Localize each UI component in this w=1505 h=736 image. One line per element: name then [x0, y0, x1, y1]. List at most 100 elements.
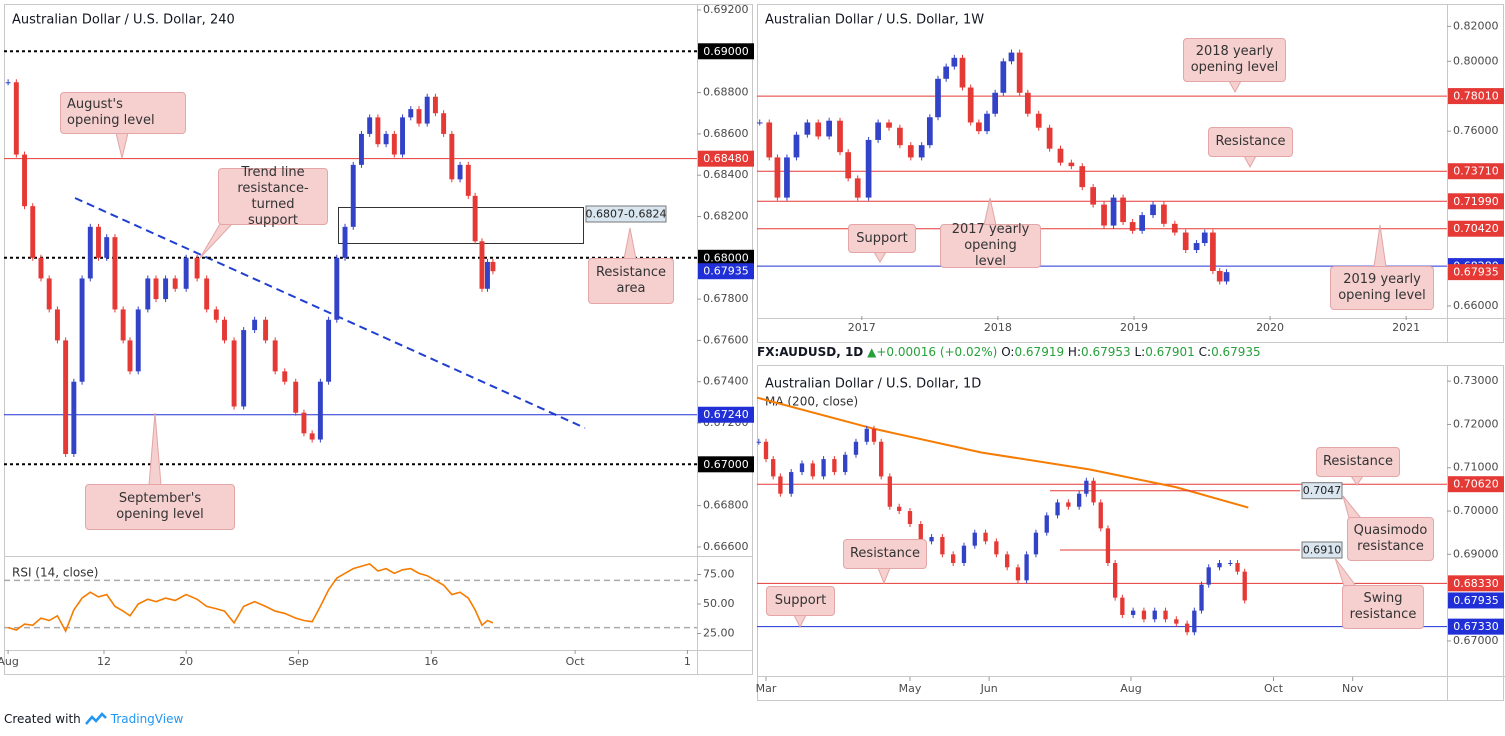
candle: [120, 309, 126, 341]
price-tag-label: 0.67935: [1453, 594, 1499, 607]
candle: [309, 433, 315, 440]
callout: 2018 yearly opening level: [1183, 38, 1286, 82]
candle: [1112, 562, 1118, 598]
candle: [1206, 567, 1211, 585]
y-tick-label: 0.66600: [703, 540, 749, 553]
price-tag-label: 0.68000: [703, 251, 749, 264]
candle: [172, 278, 178, 289]
callout: Quasimodo resistance: [1347, 517, 1434, 561]
brand[interactable]: TradingView: [110, 712, 184, 726]
x-tick-label: Nov: [1342, 682, 1364, 695]
candle: [821, 459, 826, 477]
callout-pointer: [1243, 155, 1257, 169]
candle: [252, 319, 258, 331]
candle: [490, 261, 496, 272]
x-tick-label: Oct: [566, 655, 586, 668]
candle: [1174, 619, 1179, 624]
price-tag: [698, 249, 754, 266]
candle: [1105, 528, 1111, 563]
candle: [789, 472, 794, 494]
candle: [163, 278, 169, 300]
change-arrow: ▲: [867, 345, 877, 359]
zone-label: 0.6807-0.6824: [586, 208, 667, 221]
price-tag: [1448, 592, 1504, 609]
x-tick-label: 2020: [1256, 321, 1284, 334]
candle: [897, 506, 902, 512]
candle: [972, 532, 977, 546]
candle: [1217, 562, 1222, 568]
high: 0.67953: [1081, 345, 1131, 359]
price-tag: [1448, 193, 1504, 210]
callout-pointer: [1373, 224, 1387, 268]
candle: [951, 554, 956, 563]
candle: [424, 96, 430, 124]
candle: [1210, 232, 1216, 271]
chart-title: Australian Dollar / U.S. Dollar, 240: [12, 13, 235, 28]
callout: Resistance: [1208, 127, 1293, 157]
candle: [358, 133, 364, 165]
y-tick-label: 0.70000: [1453, 504, 1499, 517]
candle: [1000, 61, 1007, 93]
candle: [79, 278, 85, 382]
candle: [1035, 113, 1042, 128]
callout-pointer: [1342, 495, 1363, 519]
low: 0.67901: [1145, 345, 1195, 359]
ma-legend: MA (200, close): [765, 395, 858, 409]
candle: [875, 122, 881, 140]
candle: [1130, 610, 1136, 615]
candle: [449, 133, 455, 180]
candle: [317, 381, 323, 440]
candle: [1033, 532, 1039, 555]
candle: [959, 57, 966, 88]
candle: [1120, 597, 1125, 615]
callout: Support: [848, 224, 916, 253]
callout: Resistance area: [588, 258, 674, 304]
candle: [943, 66, 950, 79]
callout: Support: [766, 586, 835, 616]
candle: [1141, 610, 1147, 620]
candle: [127, 340, 133, 372]
price-tag-label: 0.69000: [703, 45, 749, 58]
callout: August's opening level: [60, 92, 186, 134]
candle: [1044, 515, 1049, 533]
y-tick-label: 0.68200: [703, 209, 749, 222]
candle: [1171, 223, 1178, 233]
candle: [30, 206, 36, 258]
candle: [457, 164, 463, 180]
candle: [1120, 197, 1126, 223]
candle: [13, 82, 19, 155]
y-tick-label: 0.80000: [1453, 54, 1499, 67]
quote-bar: FX:AUDUSD, 1D ▲+0.00016 (+0.02%) O:0.679…: [757, 345, 1261, 359]
candle: [1057, 148, 1064, 163]
candle: [804, 122, 811, 135]
x-tick-label: 2017: [848, 321, 876, 334]
price-tag-label: 0.71990: [1453, 195, 1499, 208]
candle: [778, 476, 783, 494]
y-tick-label: 0.68600: [703, 127, 749, 140]
y-tick-label: 0.66800: [703, 499, 749, 512]
candle: [1046, 127, 1053, 149]
candle: [1024, 92, 1031, 114]
candle: [272, 340, 278, 372]
candle: [334, 257, 340, 320]
candle: [22, 154, 28, 207]
x-tick-label: 2021: [1392, 321, 1420, 334]
price-tag: [698, 150, 754, 167]
candle: [907, 511, 913, 525]
y-tick-label: 0.68800: [703, 86, 749, 99]
callout-pointer: [115, 132, 129, 159]
candle: [416, 109, 422, 124]
candle: [994, 541, 999, 555]
x-tick-label: Sep: [288, 655, 309, 668]
price-tag-label: 0.68330: [1453, 577, 1499, 590]
candle: [810, 463, 815, 477]
candle: [756, 122, 763, 124]
y-tick-label: 0.67600: [703, 333, 749, 346]
candle: [975, 122, 982, 132]
callout-pointer: [199, 223, 234, 259]
candle: [784, 157, 790, 198]
price-tag-label: 0.67935: [703, 265, 749, 278]
candle: [1193, 243, 1200, 251]
x-tick-label: Mar: [756, 682, 777, 695]
